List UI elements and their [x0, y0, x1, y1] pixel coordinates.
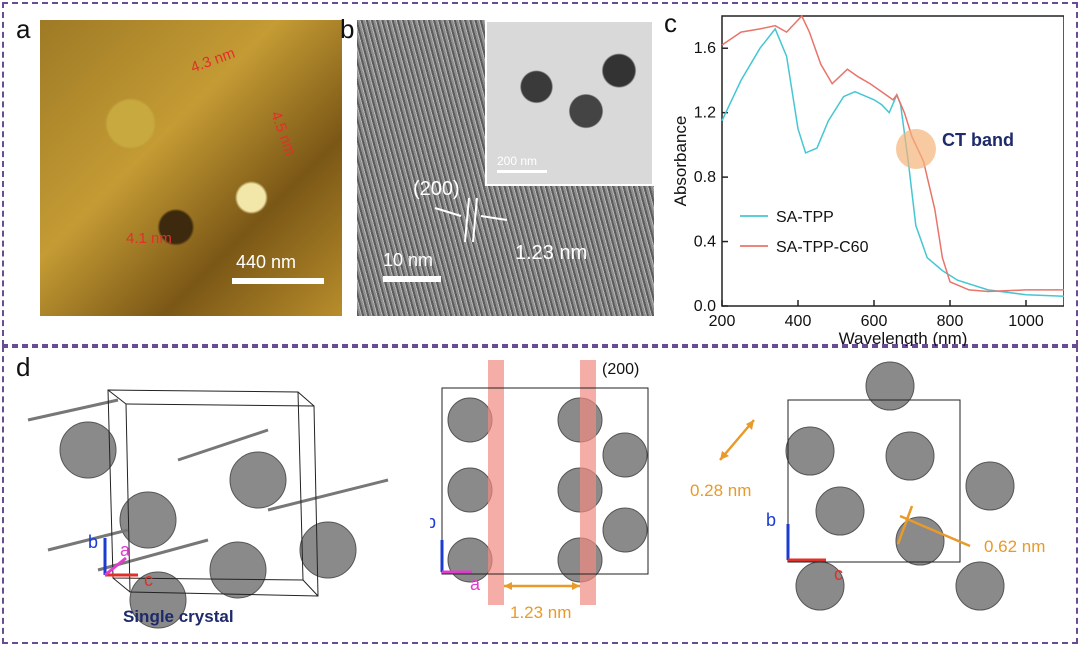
spacing-label-d: 1.23 nm: [510, 603, 571, 622]
legend-label-1: SA-TPP: [776, 209, 834, 226]
inset-scale-text: 200 nm: [497, 154, 538, 168]
panel-b-label: b: [340, 14, 355, 44]
axis-b-left: b: [88, 532, 98, 552]
panel-d-label: d: [16, 352, 31, 382]
tem-scale-bar: [383, 276, 441, 282]
axis-c-right: c: [834, 564, 843, 584]
tem-inset-image: 200 nm: [485, 20, 654, 186]
crystal-structure-left: b a c Single crystal: [27, 389, 389, 629]
plot-frame: [721, 15, 1064, 307]
panel-c-label: c: [664, 8, 677, 38]
axis-c-left: c: [144, 570, 153, 590]
y-tick-label: 0.4: [694, 234, 716, 251]
bottom-panel-frame: [2, 346, 1078, 644]
tem-scale-text: 10 nm: [383, 250, 434, 270]
plane-label-b: (200): [413, 178, 460, 200]
crystal-structure-middle: (200) b a 1.23 nm: [430, 360, 649, 622]
afm-scale-bar: [232, 278, 324, 284]
height-label-2: 4.5 nm: [267, 109, 299, 158]
absorbance-chart: 200 400 600 800 1000 0.0 0.4 0.8 1.2 1.6 Wavelengt…: [671, 14, 1064, 346]
afm-scale-text: 440 nm: [236, 252, 297, 272]
x-tick-label: 1000: [1008, 313, 1044, 330]
afm-image: 4.3 nm 4.5 nm 4.1 nm 440 nm: [40, 20, 342, 316]
tem-image: 200 nm (200) 1.23 nm 10 nm: [357, 20, 654, 316]
distance-label-1: 0.28 nm: [690, 481, 751, 500]
axis-b-right: b: [766, 510, 776, 530]
top-panel-frame: [2, 2, 1078, 346]
plane-arrows: [434, 197, 508, 243]
height-label-3: 4.1 nm: [126, 230, 172, 247]
crystal-structure-right: b c 0.28 nm 0.62 nm: [690, 361, 1045, 611]
distance-label-2: 0.62 nm: [984, 537, 1045, 556]
x-tick-label: 800: [937, 313, 964, 330]
series-line-1: [721, 27, 1064, 298]
series-line-2: [721, 14, 1064, 293]
axis-b-middle: b: [430, 512, 436, 532]
y-tick-label: 0.0: [694, 298, 716, 315]
legend-label-2: SA-TPP-C60: [776, 239, 869, 256]
ct-band-label: CT band: [942, 130, 1014, 150]
panel-a-label: a: [16, 14, 31, 44]
axis-a-middle: a: [470, 574, 481, 594]
inset-scale-bar: [497, 170, 547, 173]
single-crystal-caption: Single crystal: [123, 607, 234, 626]
ct-band-marker: [896, 129, 936, 169]
y-tick-label: 1.2: [694, 105, 716, 122]
x-tick-label: 200: [709, 313, 736, 330]
x-axis-label: Wavelength (nm): [839, 329, 968, 346]
y-axis-label: Absorbance: [671, 116, 690, 207]
x-tick-label: 400: [785, 313, 812, 330]
plane-label-d: (200): [602, 361, 639, 378]
height-label-1: 4.3 nm: [188, 44, 238, 77]
spacing-label-b: 1.23 nm: [515, 242, 588, 264]
axis-a-left: a: [120, 540, 131, 560]
y-tick-label: 1.6: [694, 40, 716, 57]
x-tick-label: 600: [861, 313, 888, 330]
y-tick-label: 0.8: [694, 169, 716, 186]
